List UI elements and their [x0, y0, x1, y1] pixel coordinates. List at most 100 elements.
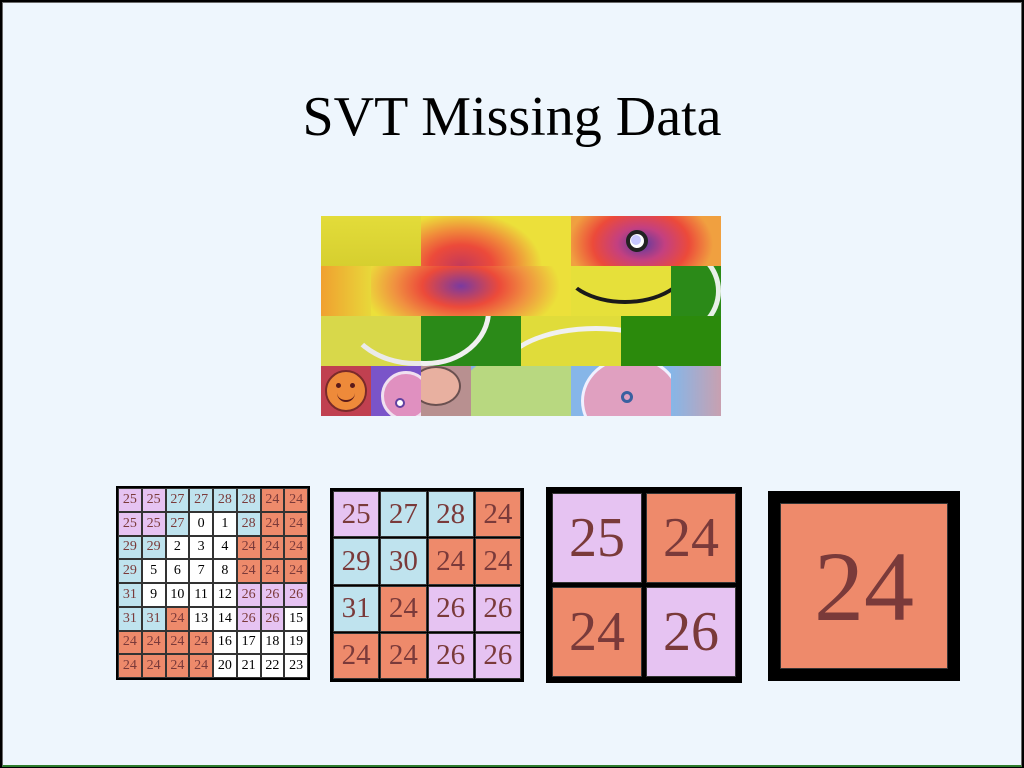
- grid-cell: 24: [780, 503, 948, 669]
- grid-cell: 24: [141, 630, 166, 655]
- grid-cell: 25: [333, 491, 380, 538]
- grid-cell: 31: [333, 585, 380, 632]
- mosaic-tile-yellow: [321, 216, 421, 266]
- grid-cell: 29: [141, 535, 166, 560]
- grid-cell: 2: [165, 535, 190, 560]
- grid-8x8: 25 25 27 27 28 28 24 24 25 25 27 0 1 28 24 24 29 29 2 3 4 24 2…: [116, 486, 310, 680]
- grid-cell: 24: [236, 535, 261, 560]
- grid-cell: 26: [260, 606, 285, 631]
- grid-cell: 24: [260, 488, 285, 512]
- grid-cell: 26: [427, 585, 474, 632]
- mosaic-tile-green-2: [621, 316, 721, 366]
- grid-cell: 11: [189, 583, 213, 607]
- grid-cell: 27: [189, 488, 213, 512]
- grid-cell: 24: [474, 491, 521, 538]
- mosaic-tile-arc-2: [321, 316, 421, 366]
- grid-cell: 26: [260, 583, 285, 607]
- grid-4x4: 25 27 28 24 29 30 24 24 31 24 26 26 24 24 26 26: [330, 488, 524, 682]
- grid-cell: 13: [189, 606, 213, 631]
- grid-cell: 24: [118, 654, 142, 678]
- grid-cell: 24: [380, 585, 427, 632]
- grid-cell: 26: [236, 583, 261, 607]
- mosaic-tile-face: [321, 366, 371, 416]
- grid-cell: 27: [165, 511, 190, 536]
- grid-cell: 29: [333, 538, 380, 585]
- mosaic-tile-edge: [671, 366, 721, 416]
- grid-cell: 24: [284, 488, 308, 512]
- grid-cell: 28: [427, 491, 474, 538]
- mosaic-tile-arc-4: [521, 316, 621, 366]
- mosaic-tile-eye: [571, 216, 721, 266]
- grid-cell: 28: [213, 488, 237, 512]
- grid-cell: 24: [260, 559, 285, 583]
- grid-cell: 6: [165, 559, 190, 583]
- grid-cell: 28: [236, 488, 261, 512]
- grid-cell: 24: [333, 632, 380, 679]
- grid-cell: 24: [284, 559, 308, 583]
- mosaic-tile-arc-3: [421, 316, 521, 366]
- mosaic-tile-arc: [571, 266, 671, 316]
- grid-cell: 25: [141, 488, 166, 512]
- grid-cell: 22: [260, 654, 285, 678]
- grid-cell: 10: [165, 583, 190, 607]
- grid-cell: 15: [284, 606, 308, 631]
- grid-cell: 3: [189, 535, 213, 560]
- mosaic-tile-red-2: [371, 266, 571, 316]
- grid-cell: 24: [284, 535, 308, 560]
- mosaic-tile-purple: [371, 366, 421, 416]
- grid-cell: 19: [284, 630, 308, 655]
- grid-cell: 20: [213, 654, 237, 678]
- grid-cell: 4: [213, 535, 237, 560]
- grid-cell: 24: [427, 538, 474, 585]
- grid-2x2: 25 24 24 26: [546, 487, 742, 683]
- grid-cell: 9: [141, 583, 166, 607]
- grid-cell: 1: [213, 511, 237, 536]
- grid-cell: 29: [118, 535, 142, 560]
- grid-cell: 25: [141, 511, 166, 536]
- grid-cell: 30: [380, 538, 427, 585]
- mosaic-tile-pink-face: [421, 366, 471, 416]
- grid-cell: 24: [189, 630, 213, 655]
- grid-cell: 17: [236, 630, 261, 655]
- grid-cell: 21: [236, 654, 261, 678]
- grid-cell: 24: [260, 535, 285, 560]
- grid-cell: 24: [236, 559, 261, 583]
- grid-cell: 26: [427, 632, 474, 679]
- mosaic-tile-yellow-2: [321, 266, 371, 316]
- grid-cell: 29: [118, 559, 142, 583]
- grid-cell: 27: [165, 488, 190, 512]
- grid-cell: 24: [552, 587, 642, 677]
- grid-cell: 31: [141, 606, 166, 631]
- grid-cell: 26: [474, 632, 521, 679]
- grid-cell: 24: [646, 493, 736, 583]
- mosaic-tile-light: [471, 366, 571, 416]
- grid-cell: 25: [118, 511, 142, 536]
- grid-cell: 28: [236, 511, 261, 536]
- grid-cell: 16: [213, 630, 237, 655]
- grid-cell: 26: [236, 606, 261, 631]
- grid-cell: 24: [118, 630, 142, 655]
- grid-cell: 23: [284, 654, 308, 678]
- grid-cell: 5: [141, 559, 166, 583]
- grid-cell: 8: [213, 559, 237, 583]
- grid-cell: 24: [189, 654, 213, 678]
- grid-cell: 25: [552, 493, 642, 583]
- grid-cell: 0: [189, 511, 213, 536]
- mosaic-tile-red-blob: [421, 216, 571, 266]
- grid-1x1: 24: [768, 491, 960, 681]
- grid-cell: 24: [284, 511, 308, 536]
- grid-cell: 24: [474, 538, 521, 585]
- grid-cell: 24: [380, 632, 427, 679]
- grid-cell: 31: [118, 583, 142, 607]
- grid-cell: 26: [284, 583, 308, 607]
- grid-cell: 25: [118, 488, 142, 512]
- grid-cell: 24: [165, 654, 190, 678]
- mosaic-tile-green: [671, 266, 721, 316]
- grid-cell: 18: [260, 630, 285, 655]
- grid-cell: 24: [260, 511, 285, 536]
- grid-cell: 26: [646, 587, 736, 677]
- grid-cell: 7: [189, 559, 213, 583]
- grid-cell: 24: [141, 654, 166, 678]
- grid-cell: 12: [213, 583, 237, 607]
- grid-cell: 26: [474, 585, 521, 632]
